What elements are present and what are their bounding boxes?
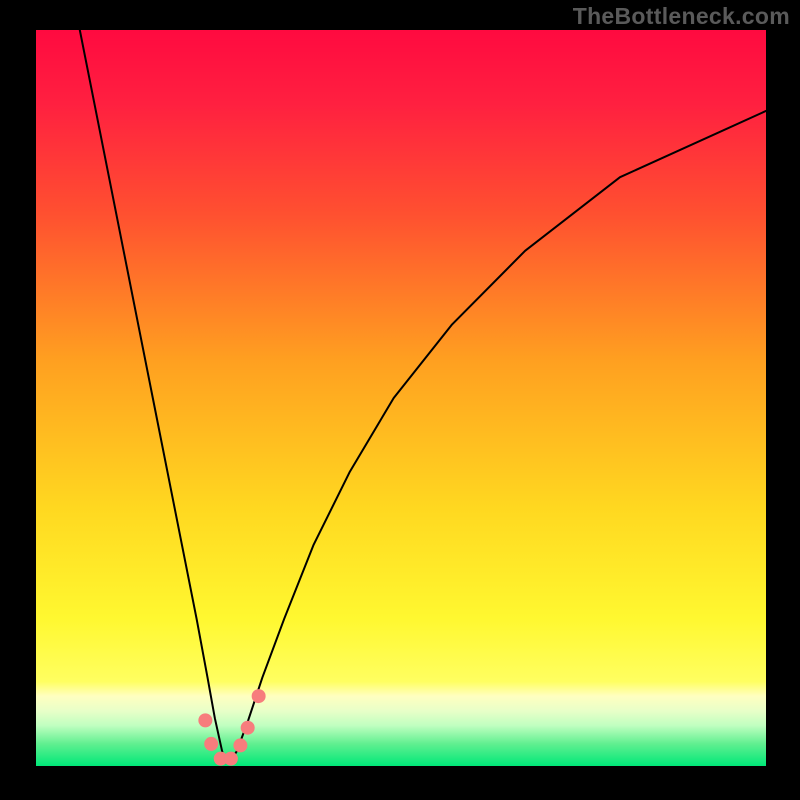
curve-marker xyxy=(224,752,237,765)
curve-marker xyxy=(205,737,218,750)
curve-marker xyxy=(252,690,265,703)
curve-marker xyxy=(199,714,212,727)
plot-area xyxy=(36,30,766,766)
chart-background xyxy=(36,30,766,766)
curve-marker xyxy=(234,739,247,752)
curve-marker xyxy=(241,721,254,734)
plot-svg xyxy=(36,30,766,766)
watermark-text: TheBottleneck.com xyxy=(573,3,790,30)
